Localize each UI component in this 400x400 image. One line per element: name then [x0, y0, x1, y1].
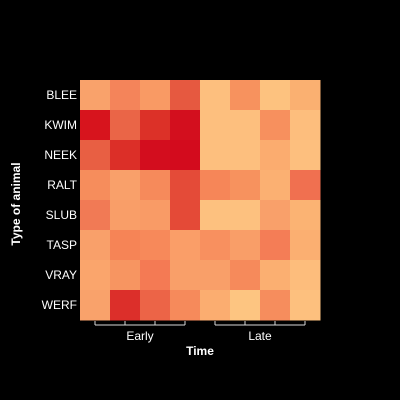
heatmap-cell-ralt-7 — [260, 170, 291, 201]
heatmap-cell-ralt-5 — [200, 170, 231, 201]
heatmap-cell-blee-1 — [80, 80, 111, 111]
heatmap-cell-tasp-1 — [80, 230, 111, 261]
heatmap-cells — [80, 80, 321, 321]
group-label-late: Late — [248, 329, 272, 343]
heatmap-cell-vray-6 — [230, 260, 261, 291]
group-bracket-late — [214, 321, 306, 326]
heatmap-cell-werf-3 — [140, 290, 171, 321]
heatmap-cell-slub-5 — [200, 200, 231, 231]
heatmap-cell-tasp-8 — [290, 230, 321, 261]
heatmap-cell-blee-5 — [200, 80, 231, 111]
heatmap-cell-neek-4 — [170, 140, 201, 171]
heatmap-cell-ralt-3 — [140, 170, 171, 201]
heatmap-cell-kwim-1 — [80, 110, 111, 141]
heatmap-cell-werf-5 — [200, 290, 231, 321]
row-label-neek: NEEK — [44, 148, 77, 162]
heatmap-cell-vray-5 — [200, 260, 231, 291]
heatmap-cell-vray-8 — [290, 260, 321, 291]
heatmap-cell-neek-5 — [200, 140, 231, 171]
column-group-brackets: Early Late — [94, 321, 306, 343]
heatmap-cell-kwim-5 — [200, 110, 231, 141]
row-label-slub: SLUB — [46, 208, 77, 222]
heatmap-cell-tasp-2 — [110, 230, 141, 261]
heatmap-cell-slub-7 — [260, 200, 291, 231]
heatmap-cell-blee-4 — [170, 80, 201, 111]
heatmap-cell-werf-4 — [170, 290, 201, 321]
heatmap-cell-kwim-3 — [140, 110, 171, 141]
heatmap-cell-neek-1 — [80, 140, 111, 171]
heatmap-cell-werf-8 — [290, 290, 321, 321]
heatmap-cell-blee-3 — [140, 80, 171, 111]
heatmap-cell-ralt-6 — [230, 170, 261, 201]
group-bracket-early — [94, 321, 186, 326]
heatmap-cell-kwim-8 — [290, 110, 321, 141]
heatmap-cell-blee-6 — [230, 80, 261, 111]
heatmap-cell-neek-8 — [290, 140, 321, 171]
heatmap-cell-tasp-7 — [260, 230, 291, 261]
heatmap-cell-tasp-6 — [230, 230, 261, 261]
heatmap-cell-slub-6 — [230, 200, 261, 231]
heatmap-cell-neek-2 — [110, 140, 141, 171]
row-label-vray: VRAY — [45, 268, 77, 282]
row-label-tasp: TASP — [47, 238, 77, 252]
heatmap-cell-neek-6 — [230, 140, 261, 171]
x-axis-title: Time — [186, 344, 214, 358]
heatmap-cell-ralt-2 — [110, 170, 141, 201]
heatmap-cell-blee-2 — [110, 80, 141, 111]
heatmap-cell-blee-7 — [260, 80, 291, 111]
heatmap-cell-vray-4 — [170, 260, 201, 291]
heatmap-cell-ralt-8 — [290, 170, 321, 201]
heatmap-cell-tasp-3 — [140, 230, 171, 261]
heatmap-cell-tasp-4 — [170, 230, 201, 261]
heatmap-cell-slub-2 — [110, 200, 141, 231]
row-label-blee: BLEE — [46, 88, 77, 102]
heatmap-cell-werf-7 — [260, 290, 291, 321]
group-label-early: Early — [126, 329, 153, 343]
heatmap-cell-ralt-1 — [80, 170, 111, 201]
heatmap-cell-vray-3 — [140, 260, 171, 291]
heatmap-cell-tasp-5 — [200, 230, 231, 261]
heatmap-cell-neek-3 — [140, 140, 171, 171]
heatmap-cell-vray-1 — [80, 260, 111, 291]
row-labels: BLEE KWIM NEEK RALT SLUB TASP VRAY WERF — [42, 88, 78, 312]
heatmap-cell-kwim-7 — [260, 110, 291, 141]
heatmap-cell-kwim-6 — [230, 110, 261, 141]
heatmap-cell-slub-8 — [290, 200, 321, 231]
heatmap-cell-kwim-4 — [170, 110, 201, 141]
heatmap-cell-slub-1 — [80, 200, 111, 231]
heatmap-cell-werf-6 — [230, 290, 261, 321]
row-label-kwim: KWIM — [44, 118, 77, 132]
heatmap-cell-slub-3 — [140, 200, 171, 231]
heatmap-cell-kwim-2 — [110, 110, 141, 141]
y-axis-title: Type of animal — [9, 162, 23, 245]
row-label-werf: WERF — [42, 298, 77, 312]
heatmap-cell-werf-2 — [110, 290, 141, 321]
heatmap-cell-vray-7 — [260, 260, 291, 291]
heatmap-cell-vray-2 — [110, 260, 141, 291]
heatmap-cell-neek-7 — [260, 140, 291, 171]
heatmap-cell-ralt-4 — [170, 170, 201, 201]
row-label-ralt: RALT — [47, 178, 77, 192]
heatmap-cell-slub-4 — [170, 200, 201, 231]
heatmap-cell-blee-8 — [290, 80, 321, 111]
heatmap-cell-werf-1 — [80, 290, 111, 321]
